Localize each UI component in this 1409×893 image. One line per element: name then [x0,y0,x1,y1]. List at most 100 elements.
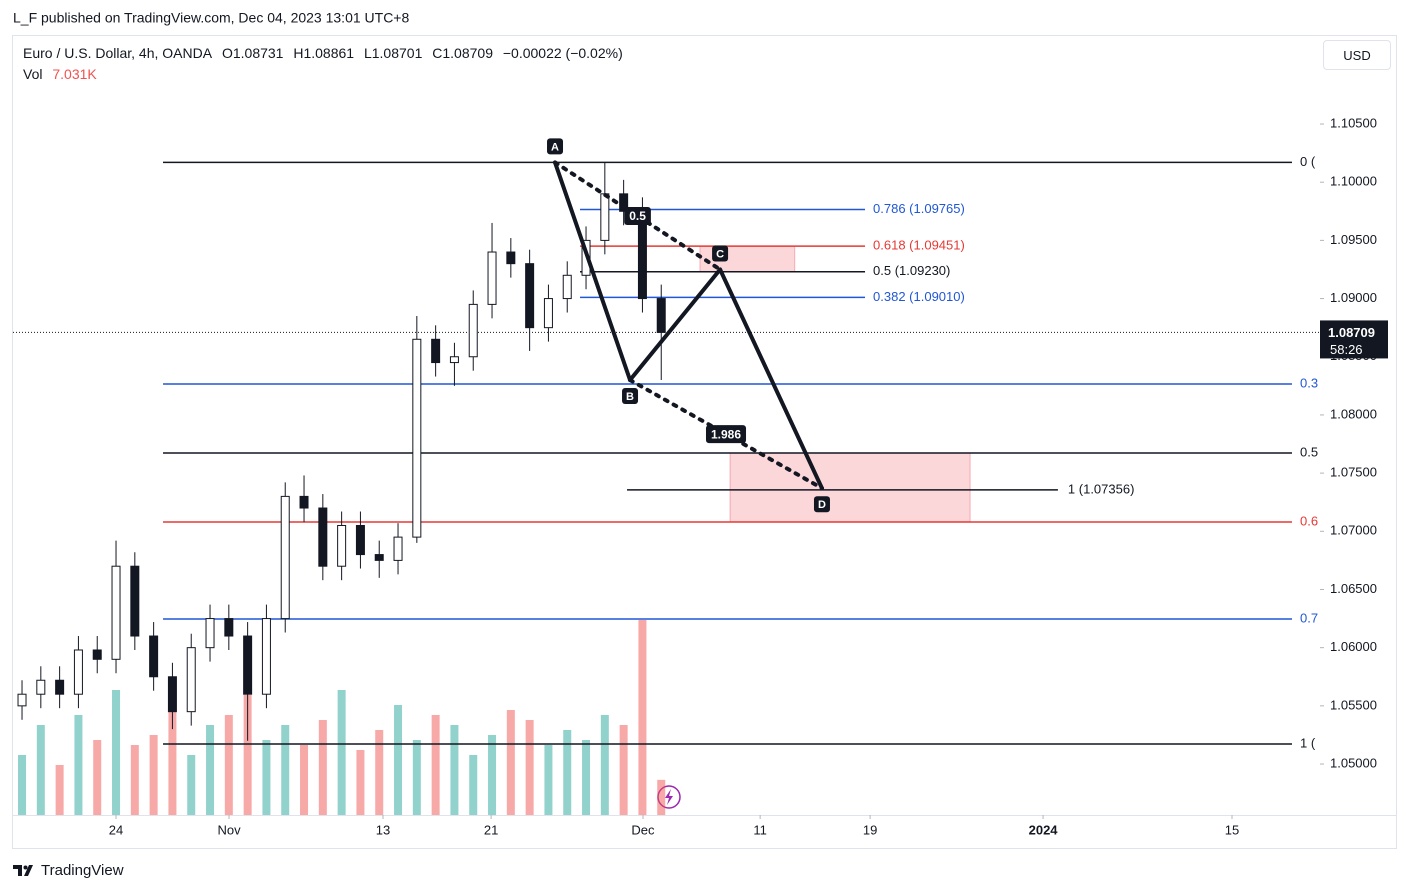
projection-label: 1 (1.07356) [1068,481,1135,496]
volume-bar [375,730,384,815]
volume-bar [657,779,666,815]
fib-right-label: 0.786 (1.09765) [873,201,965,216]
price-tag [1320,320,1388,359]
volume-bar [74,715,83,815]
logo [13,865,33,876]
y-tick-label: 1.09000 [1330,290,1377,305]
symbol-title: Euro / U.S. Dollar, 4h, OANDA [23,45,213,61]
volume-bar [281,725,290,815]
volume-bar [469,755,478,815]
volume-bar [525,720,534,815]
pattern-leg [628,267,723,383]
x-tick-label: 19 [863,822,877,837]
point-label: A [551,141,559,153]
pattern-leg [718,267,824,491]
fib-right-label: 0.5 (1.09230) [873,263,950,278]
y-tick-label: 1.10500 [1330,115,1377,130]
y-tick-label: 1.07500 [1330,465,1377,480]
candle-body [280,495,290,620]
candle-body [355,524,365,556]
ratio-badge-bg [624,206,651,225]
x-tick-label: 11 [753,822,767,837]
volume-bar [149,735,158,815]
volume-bar [544,745,553,815]
volume-bar [300,745,309,815]
y-tick-label: 1.05500 [1330,697,1377,712]
volume-bar [130,745,139,815]
candle-body [412,338,422,538]
volume-bar [168,705,177,815]
candle-body [243,635,253,695]
fib-right-label: 0.382 (1.09010) [873,289,965,304]
x-tick-label: Nov [217,822,241,837]
ratio-label: 1.986 [711,427,741,441]
fib-right-label: 0.618 (1.09451) [873,238,965,253]
candle-body [562,274,572,300]
publisher: L_F published on TradingView.com, Dec 04… [13,10,409,26]
candle-body [261,618,271,695]
y-tick-label: 1.07000 [1330,523,1377,538]
y-tick-label: 1.06500 [1330,581,1377,596]
ratio-badge: 1.986 [705,425,747,444]
y-tick-label: 1.05000 [1330,755,1377,770]
volume-bar [206,725,215,815]
pattern-leg [553,160,633,383]
candle-body [130,565,140,637]
volume-bar [356,750,365,815]
point-label: D [818,499,826,511]
candle-body [525,263,535,329]
candle-body [55,679,65,695]
x-tick-label: 15 [1225,822,1239,837]
ratio-label: 0.5 [629,209,646,223]
volume-bar [224,715,233,815]
y-tick-label: 1.10000 [1330,174,1377,189]
candle-body [73,649,83,695]
ohlc-open: O1.08731 [221,45,284,61]
volume-bar [412,740,421,815]
fib-left-label: 0.3 [1300,375,1318,390]
x-tick-label: 21 [484,822,498,837]
volume-label: Vol [23,66,43,82]
price-tag-value: 1.08709 [1328,325,1375,340]
price-tag-countdown: 58:26 [1330,342,1363,357]
ratio-badge: 0.5 [624,206,651,225]
volume-layer [18,620,666,815]
volume-bar [394,705,403,815]
volume-bar [243,695,252,815]
ohlc-low: L1.08701 [363,45,423,61]
volume-bar [638,620,647,815]
currency-button[interactable]: USD [1323,40,1391,70]
candle-body [656,298,666,333]
candle-body [374,554,384,561]
volume-bar [600,715,609,815]
candle-body [111,565,121,660]
point-badge [712,245,729,262]
volume-bar [582,740,591,815]
candle-body [224,618,234,637]
fib-left-label: 0.6 [1300,513,1318,528]
volume-bar [187,755,196,815]
fib-left-label: 0.7 [1300,610,1318,625]
candle-body [337,524,347,567]
candle-body [205,618,215,649]
candle-body [17,693,27,707]
candle-body [468,303,478,358]
point-badge [547,138,564,155]
candle-body [487,251,497,305]
footer-brand: TradingView [41,862,124,879]
volume-bar [488,735,497,815]
ohlc-high: H1.08861 [293,45,355,61]
fib-left-label: 0.5 [1300,444,1318,459]
volume-bar [262,740,271,815]
x-tick-label: 24 [109,822,123,837]
candle-body [149,635,159,678]
volume-bar [431,715,440,815]
candle-body [318,507,328,567]
point-label: C [716,248,724,260]
point-badge [813,496,830,513]
candle-body [167,676,177,713]
volume-bar [36,725,45,815]
candle-body [431,338,441,364]
